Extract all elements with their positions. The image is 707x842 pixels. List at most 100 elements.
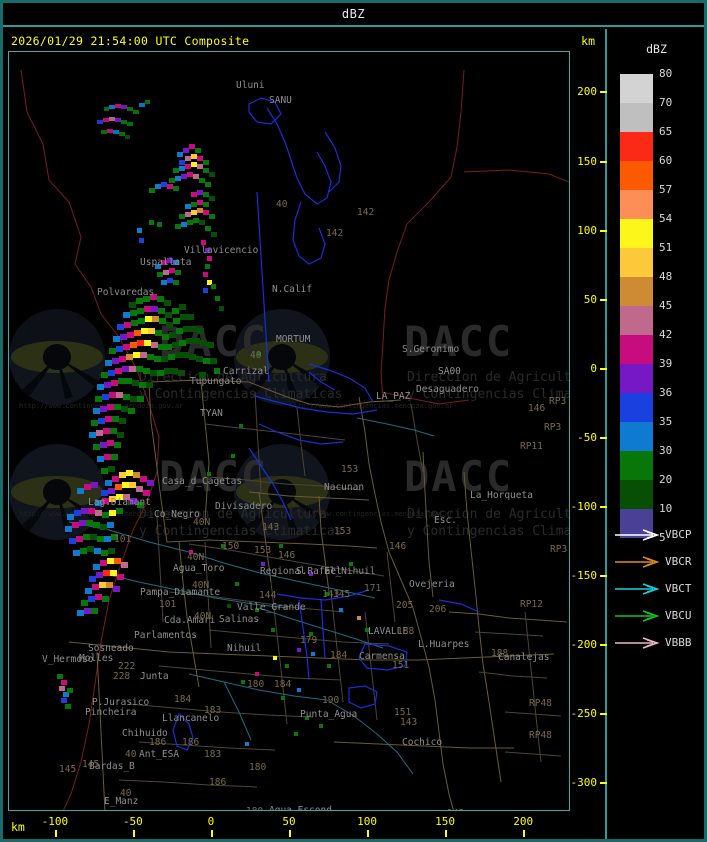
route-label: RP12: [520, 599, 543, 610]
place-label: Tupungato: [190, 376, 242, 387]
y-axis-tick: 100: [570, 224, 607, 237]
tick-mark: [600, 436, 607, 439]
watermark-brand: DACC: [159, 452, 269, 501]
route-label: 143: [447, 808, 464, 810]
route-label: 228: [113, 671, 131, 682]
velocity-legend-label: VBCR: [665, 555, 692, 568]
route-label: 40: [250, 350, 262, 361]
place-label: Carrizal: [223, 366, 269, 377]
route-label: 145: [82, 759, 100, 770]
tick-mark: [600, 713, 607, 716]
colorbar-tick: 70: [655, 96, 704, 132]
place-label: Llancanelo: [162, 713, 220, 724]
place-label: Canalejas: [498, 652, 550, 663]
watermark-brand: DACC: [404, 452, 514, 501]
place-label: Pincheira: [85, 707, 137, 718]
route-label: 183: [204, 749, 222, 760]
y-axis-tick-label: 100: [577, 223, 597, 237]
tick-mark: [445, 830, 448, 837]
place-label: Bardas_B: [89, 761, 135, 772]
route-label: RP48: [529, 698, 552, 709]
route-label: 142: [357, 207, 375, 218]
route-label: RP3: [544, 422, 562, 433]
tick-mark: [523, 830, 526, 837]
watermark-brand: DACC: [404, 317, 514, 366]
place-label: S.Geronimo: [402, 344, 460, 355]
route-label: 171: [364, 583, 382, 594]
place-label: V_Hermoso: [42, 654, 94, 665]
place-label: Salinas: [219, 614, 260, 625]
colorbar-band: [620, 190, 653, 219]
route-label: 143: [322, 589, 340, 600]
colorbar-tick-label: 70: [659, 96, 673, 109]
y-axis-tick-label: 200: [577, 85, 597, 99]
place-label: Uspallata: [140, 257, 192, 268]
y-axis-tick: -100: [570, 500, 607, 513]
colorbar-band: [620, 161, 653, 190]
colorbar-tick-label: 45: [659, 299, 673, 312]
place-label: Junta: [140, 671, 169, 682]
watermark-line1: Direccion de Agricultura: [139, 507, 327, 522]
place-label: Parlamentos: [134, 630, 197, 641]
place-label: Co_Negro: [154, 509, 200, 520]
watermark-line1: Direccion de Agricultura: [139, 370, 327, 385]
tick-mark: [132, 830, 135, 837]
colorbar-title: dBZ: [646, 42, 667, 56]
y-axis-unit-label: km: [581, 34, 595, 48]
route-label: 143: [262, 522, 280, 533]
place-label: Molles: [79, 653, 114, 664]
watermark-url: http://www.contingencias.mendoza.gov.ar: [289, 402, 454, 410]
colorbar-tick: 80: [655, 67, 704, 103]
route-label: 206: [429, 604, 447, 615]
route-label: 101: [159, 599, 177, 610]
route-label: 153: [334, 526, 352, 537]
colorbar-tick-label: 20: [659, 473, 673, 486]
watermark-line1: Direccion de Agricultura: [407, 370, 570, 385]
dbz-colorbar[interactable]: [620, 74, 653, 538]
route-label: 222: [118, 661, 136, 672]
place-label: Regional: [260, 566, 306, 577]
place-label: LA_PAZ: [376, 391, 411, 402]
colorbar-tick: 45: [655, 299, 704, 335]
velocity-legend-label: VBCT: [665, 582, 692, 595]
place-label: P.Jurasico: [92, 697, 150, 708]
route-label: 180: [249, 762, 267, 773]
route-label: 40: [120, 788, 132, 799]
place-label: SA00: [438, 366, 461, 377]
velocity-legend-row: VBBB: [613, 629, 704, 656]
x-axis-tick-label: 150: [435, 815, 456, 828]
x-axis-tick-label: -100: [41, 815, 69, 828]
colorbar-tick-label: 54: [659, 212, 673, 225]
route-label: RP11: [520, 441, 543, 452]
colorbar-tick-label: 10: [659, 502, 673, 515]
route-label: 151: [394, 707, 412, 718]
place-label: El_Nihuil: [324, 566, 376, 577]
route-label: 150: [222, 541, 240, 552]
place-label: Carmensa: [359, 651, 405, 662]
colorbar-tick: 35: [655, 415, 704, 451]
window-title: dBZ: [341, 7, 366, 21]
route-label: 40N: [192, 580, 210, 591]
route-label: 183: [204, 705, 222, 716]
place-label: N.Calif: [272, 284, 313, 295]
arrow-icon: [613, 609, 659, 623]
x-axis-tick-label: 200: [513, 815, 534, 828]
y-axis-tick: 50: [570, 293, 607, 306]
colorbar-band: [620, 335, 653, 364]
route-label: 153: [341, 464, 359, 475]
place-label: E_Manz: [104, 796, 139, 807]
colorbar-tick: 20: [655, 473, 704, 509]
tick-mark: [54, 830, 57, 837]
place-label: Ant_ESA: [139, 749, 180, 760]
colorbar-tick-label: 60: [659, 154, 673, 167]
colorbar-tick: 54: [655, 212, 704, 248]
y-axis-tick-label: -250: [570, 707, 598, 721]
colorbar-band: [620, 393, 653, 422]
tick-mark: [600, 782, 607, 785]
place-label: Polvaredas: [97, 287, 155, 298]
route-label: 205: [396, 600, 414, 611]
place-label: Divisadero: [215, 501, 273, 512]
colorbar-tick-label: 35: [659, 415, 673, 428]
radar-map-viewport[interactable]: DACC DACC DACC DACC Direccion de Agricul…: [8, 51, 570, 811]
map-canvas: DACC DACC DACC DACC Direccion de Agricul…: [9, 52, 569, 810]
